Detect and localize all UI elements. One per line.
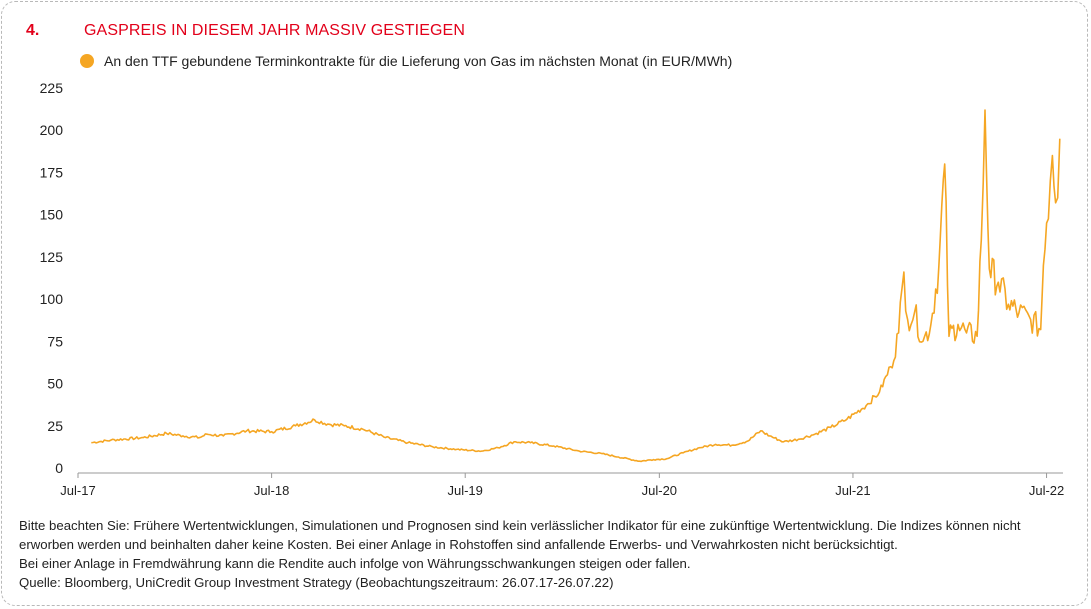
- chart-number: 4.: [26, 22, 40, 39]
- y-tick-label: 200: [40, 122, 64, 138]
- disclaimer-text: Bitte beachten Sie: Frühere Wertentwickl…: [19, 518, 1021, 552]
- source-note: Quelle: Bloomberg, UniCredit Group Inves…: [19, 575, 614, 590]
- y-tick-label: 0: [55, 460, 63, 476]
- y-tick-label: 225: [40, 80, 64, 96]
- y-tick-label: 50: [47, 376, 63, 392]
- y-tick-label: 175: [40, 164, 64, 180]
- footer: Bitte beachten Sie: Frühere Wertentwickl…: [19, 516, 1074, 592]
- x-tick-label: Jul-22: [1029, 483, 1064, 498]
- x-tick-label: Jul-21: [835, 483, 870, 498]
- x-tick-label: Jul-19: [447, 483, 482, 498]
- y-tick-label: 125: [40, 249, 64, 265]
- y-tick-label: 150: [40, 207, 64, 223]
- x-tick-label: Jul-17: [60, 483, 95, 498]
- chart-header: 4. GASPREIS IN DIESEM JAHR MASSIV GESTIE…: [26, 20, 465, 42]
- x-tick-label: Jul-20: [642, 483, 677, 498]
- y-tick-label: 100: [40, 291, 64, 307]
- x-tick-label: Jul-18: [254, 483, 289, 498]
- legend-marker: [80, 54, 94, 68]
- y-tick-label: 75: [47, 333, 63, 349]
- legend: An den TTF gebundene Terminkontrakte für…: [80, 53, 732, 69]
- chart-title: GASPREIS IN DIESEM JAHR MASSIV GESTIEGEN: [84, 22, 465, 39]
- y-tick-label: 25: [47, 418, 63, 434]
- legend-label: An den TTF gebundene Terminkontrakte für…: [104, 53, 733, 69]
- series-line-ttf-gas-price: [91, 109, 1061, 463]
- currency-note: Bei einer Anlage in Fremdwährung kann di…: [19, 556, 691, 571]
